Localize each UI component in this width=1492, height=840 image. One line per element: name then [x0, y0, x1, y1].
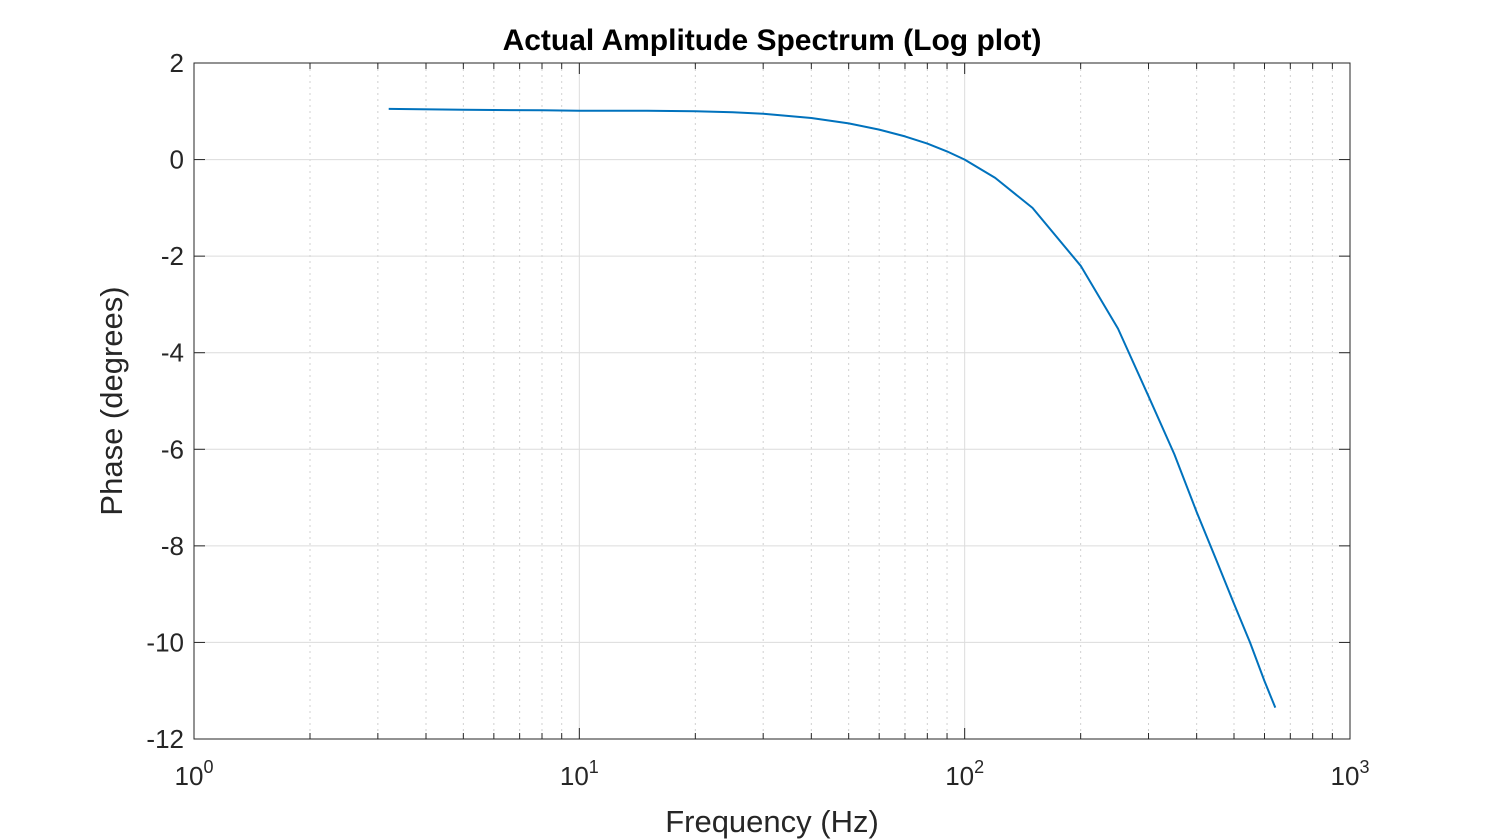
series-line — [388, 107, 1277, 708]
x-axis-label: Frequency (Hz) — [665, 804, 879, 839]
x-tick-base: 10 — [945, 761, 974, 791]
y-tick-label: -6 — [161, 434, 184, 464]
y-tick-label: -4 — [161, 338, 184, 368]
y-axis-label: Phase (degrees) — [94, 286, 129, 515]
x-tick-base: 10 — [1331, 761, 1360, 791]
x-tick-label: 103 — [1331, 757, 1370, 791]
x-tick-exponent: 0 — [203, 757, 213, 777]
x-tick-base: 10 — [560, 761, 589, 791]
x-tick-base: 10 — [175, 761, 204, 791]
x-tick-label: 100 — [175, 757, 214, 791]
plot-area — [193, 62, 1351, 740]
x-tick-exponent: 3 — [1359, 757, 1369, 777]
y-tick-label: 2 — [170, 48, 184, 78]
grid — [193, 62, 1351, 740]
y-tick-label: -2 — [161, 241, 184, 271]
x-tick-exponent: 1 — [589, 757, 599, 777]
axis-ticks — [193, 62, 1351, 740]
x-tick-exponent: 2 — [974, 757, 984, 777]
chart-title: Actual Amplitude Spectrum (Log plot) — [503, 24, 1042, 57]
y-tick-label: -12 — [146, 724, 184, 754]
series-layer — [388, 107, 1277, 708]
y-tick-label: -10 — [146, 627, 184, 657]
x-tick-label: 102 — [945, 757, 984, 791]
y-tick-label: -8 — [161, 531, 184, 561]
y-tick-label: 0 — [170, 145, 184, 175]
x-tick-label: 101 — [560, 757, 599, 791]
